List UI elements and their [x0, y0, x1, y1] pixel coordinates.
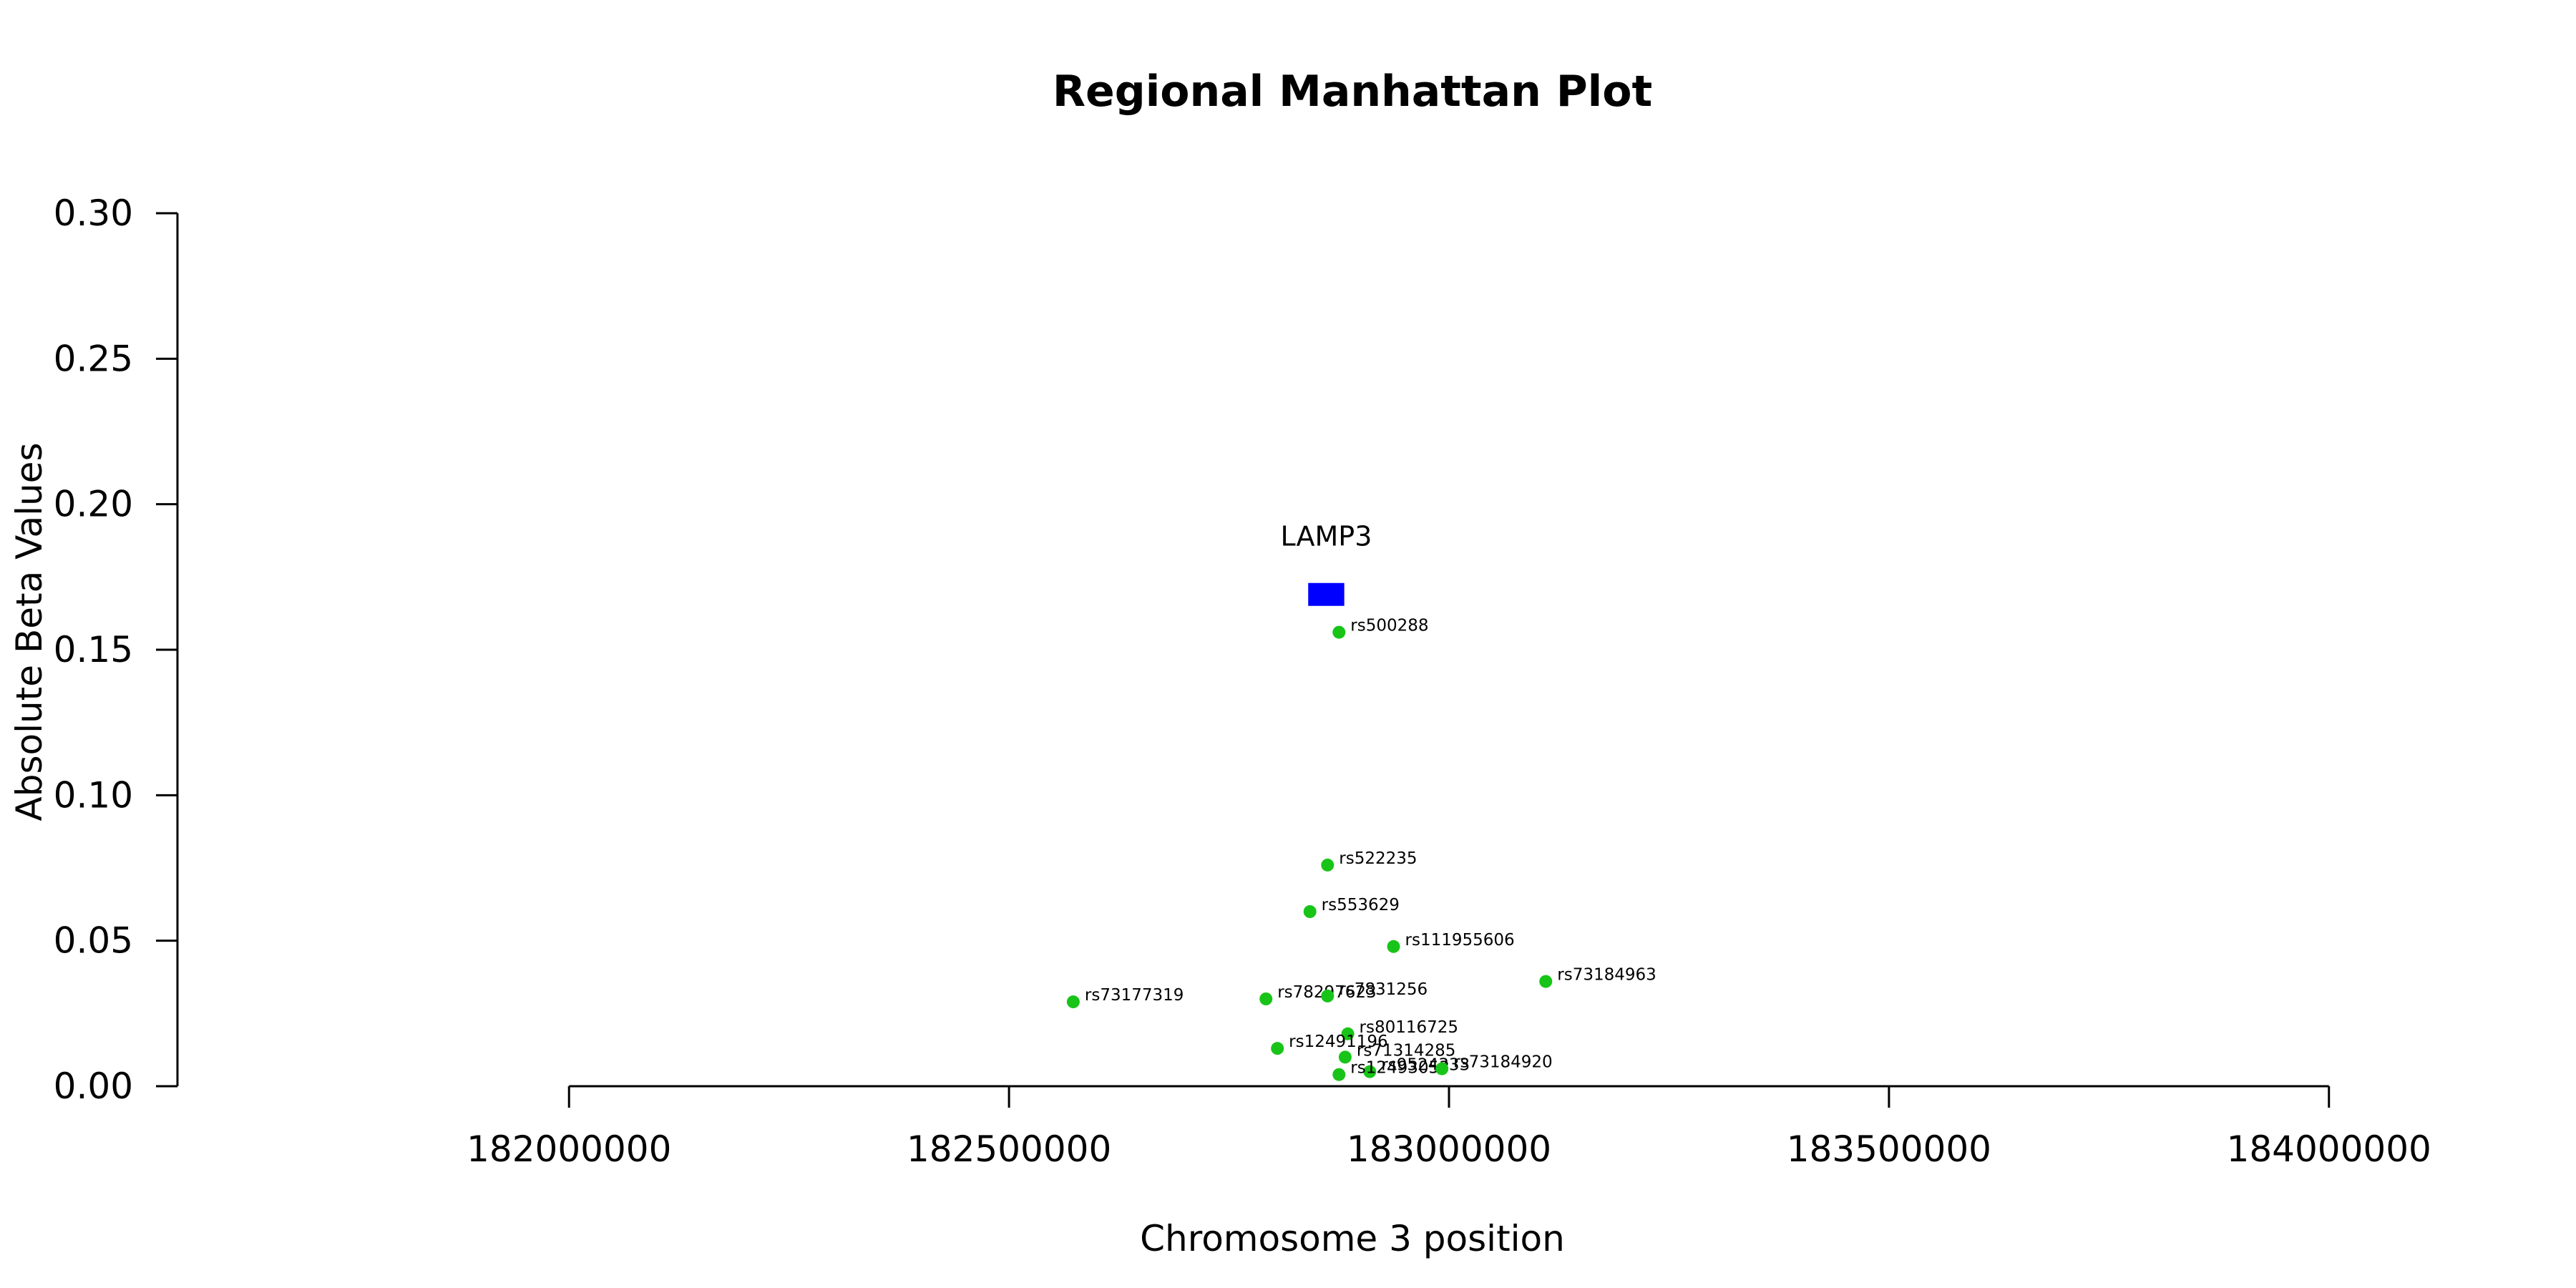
snp-point: [1321, 989, 1335, 1002]
x-tick-label: 182500000: [907, 1128, 1111, 1170]
snp-label: rs9524333: [1381, 1056, 1470, 1075]
y-tick-label: 0.20: [54, 484, 133, 525]
y-tick-label: 0.05: [54, 920, 133, 962]
y-tick-label: 0.00: [54, 1065, 133, 1107]
snp-point: [1363, 1065, 1377, 1078]
snp-point: [1066, 995, 1080, 1009]
snp-point: [1341, 1027, 1355, 1040]
snp-point: [1387, 940, 1400, 953]
snp-label: rs7831256: [1339, 980, 1428, 999]
snp-label: rs111955606: [1405, 931, 1515, 950]
snp-point: [1259, 992, 1273, 1005]
snp-label: rs12493053: [1350, 1059, 1450, 1078]
x-tick-label: 183000000: [1347, 1128, 1551, 1170]
snp-label: rs73184963: [1557, 966, 1657, 985]
snp-label: rs73177319: [1085, 986, 1184, 1005]
chart-title: Regional Manhattan Plot: [1053, 67, 1652, 117]
gene-label: LAMP3: [1280, 521, 1372, 552]
snp-point: [1435, 1062, 1449, 1075]
y-tick-label: 0.15: [54, 629, 133, 670]
snp-label: rs553629: [1322, 896, 1400, 914]
snp-label: rs12491196: [1289, 1033, 1388, 1051]
snp-point: [1332, 1068, 1346, 1081]
snp-point: [1321, 858, 1335, 872]
y-axis-label: Absolute Beta Values: [9, 443, 50, 821]
snp-label: rs500288: [1350, 617, 1428, 635]
snp-label: rs71314285: [1357, 1041, 1456, 1060]
x-tick-label: 182000000: [467, 1128, 671, 1170]
x-axis-label: Chromosome 3 position: [1140, 1218, 1565, 1259]
snp-label: rs80116725: [1360, 1018, 1459, 1037]
snp-label: rs73184920: [1453, 1053, 1553, 1072]
y-tick-label: 0.25: [54, 338, 133, 379]
y-tick-label: 0.10: [54, 774, 133, 816]
snp-point: [1332, 625, 1346, 639]
snp-label: rs522235: [1339, 849, 1417, 868]
snp-point: [1303, 905, 1317, 918]
x-tick-label: 183500000: [1787, 1128, 1991, 1170]
x-tick-label: 184000000: [2227, 1128, 2431, 1170]
snp-point: [1539, 975, 1553, 988]
gene-block: [1308, 582, 1345, 606]
snp-point: [1271, 1042, 1284, 1055]
plot-area: 0.00 0.05 0.10 0.15 0.20 0.25 0.30 182000000 182…: [54, 192, 2431, 1170]
snp-point: [1338, 1050, 1352, 1064]
y-tick-label: 0.30: [54, 192, 133, 234]
